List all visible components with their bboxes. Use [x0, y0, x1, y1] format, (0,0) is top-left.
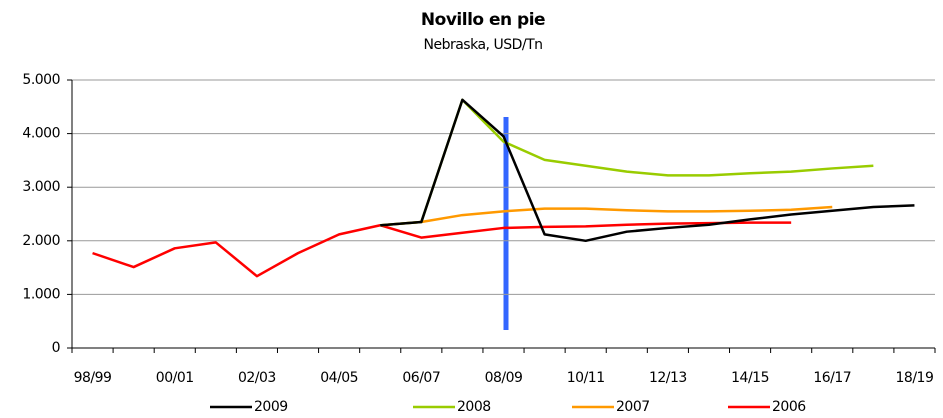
legend-label: 2007: [616, 399, 650, 415]
x-tick-label: 14/15: [731, 370, 769, 386]
x-tick-label: 12/13: [649, 370, 687, 386]
y-tick-label: 5.000: [22, 72, 60, 88]
x-tick-label: 00/01: [156, 370, 194, 386]
series-line: [380, 205, 833, 227]
series-line: [380, 98, 874, 227]
y-tick-label: 0: [52, 340, 60, 356]
x-tick-label: 10/11: [567, 370, 605, 386]
legend-label: 2006: [772, 399, 806, 415]
x-tick-label: 02/03: [238, 370, 276, 386]
x-tick-label: 98/99: [74, 370, 112, 386]
legend-label: 2008: [457, 399, 491, 415]
x-tick-label: 18/19: [896, 370, 934, 386]
chart-title: Novillo en pie: [421, 10, 545, 30]
series-line: [380, 98, 915, 243]
y-tick-label: 4.000: [22, 126, 60, 142]
x-tick-label: 16/17: [813, 370, 851, 386]
chart-subtitle: Nebraska, USD/Tn: [424, 37, 543, 53]
y-tick-label: 3.000: [22, 179, 60, 195]
y-tick-label: 1.000: [22, 286, 60, 302]
x-tick-label: 04/05: [320, 370, 358, 386]
x-tick-label: 08/09: [485, 370, 523, 386]
legend-label: 2009: [254, 399, 288, 415]
x-tick-label: 06/07: [402, 370, 440, 386]
series-line: [92, 221, 792, 278]
y-tick-label: 2.000: [22, 233, 60, 249]
